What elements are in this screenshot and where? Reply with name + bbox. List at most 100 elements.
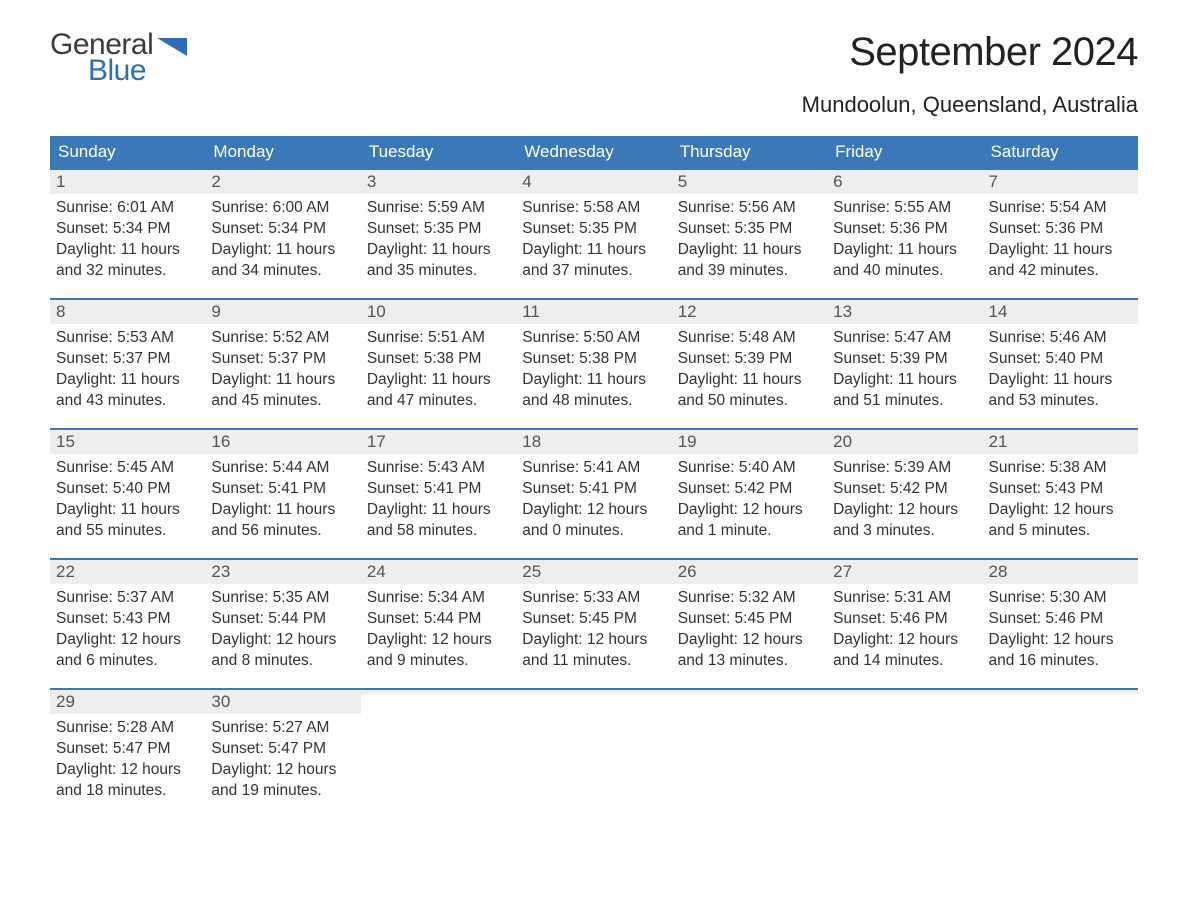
sunset-text: Sunset: 5:43 PM: [56, 609, 199, 630]
calendar-day: 30Sunrise: 5:27 AMSunset: 5:47 PMDayligh…: [205, 690, 360, 818]
calendar-day: 10Sunrise: 5:51 AMSunset: 5:38 PMDayligh…: [361, 300, 516, 428]
calendar-week: 29Sunrise: 5:28 AMSunset: 5:47 PMDayligh…: [50, 688, 1138, 818]
day-number: 28: [983, 560, 1138, 584]
sunrise-text: Sunrise: 5:37 AM: [56, 588, 199, 609]
day-details: Sunrise: 5:53 AMSunset: 5:37 PMDaylight:…: [50, 324, 205, 424]
week-row: 22Sunrise: 5:37 AMSunset: 5:43 PMDayligh…: [50, 558, 1138, 688]
day-number: 2: [205, 170, 360, 194]
day-number: 26: [672, 560, 827, 584]
day-number: 6: [827, 170, 982, 194]
day-number: 8: [50, 300, 205, 324]
sunset-text: Sunset: 5:35 PM: [678, 219, 821, 240]
sunset-text: Sunset: 5:41 PM: [367, 479, 510, 500]
day-number: 5: [672, 170, 827, 194]
sunrise-text: Sunrise: 5:39 AM: [833, 458, 976, 479]
daylight-text: Daylight: 12 hours and 19 minutes.: [211, 760, 354, 802]
day-number: 4: [516, 170, 671, 194]
week-row: 8Sunrise: 5:53 AMSunset: 5:37 PMDaylight…: [50, 298, 1138, 428]
daylight-text: Daylight: 12 hours and 5 minutes.: [989, 500, 1132, 542]
sunset-text: Sunset: 5:45 PM: [522, 609, 665, 630]
sunrise-text: Sunrise: 5:55 AM: [833, 198, 976, 219]
calendar-day: 28 Sunrise: 5:30 AMSunset: 5:46 PMDayligh…: [983, 560, 1138, 688]
day-details: Sunrise: 5:54 AMSunset: 5:36 PMDaylight:…: [983, 194, 1138, 294]
day-number: 29: [50, 690, 205, 714]
calendar-day: 11Sunrise: 5:50 AMSunset: 5:38 PMDayligh…: [516, 300, 671, 428]
sunrise-text: Sunrise: 5:38 AM: [989, 458, 1132, 479]
sunrise-text: Sunrise: 5:48 AM: [678, 328, 821, 349]
weekday-header-row: Sunday Monday Tuesday Wednesday Thursday…: [50, 136, 1138, 168]
calendar-week: 15Sunrise: 5:45 AMSunset: 5:40 PMDayligh…: [50, 428, 1138, 558]
sunrise-text: Sunrise: 5:45 AM: [56, 458, 199, 479]
daylight-text: Daylight: 12 hours and 11 minutes.: [522, 630, 665, 672]
day-number: 10: [361, 300, 516, 324]
weekday-header: Wednesday: [516, 136, 671, 168]
calendar-day: 5Sunrise: 5:56 AMSunset: 5:35 PMDaylight…: [672, 170, 827, 298]
page-title: September 2024: [849, 30, 1138, 75]
day-number: 30: [205, 690, 360, 714]
calendar-day: 7Sunrise: 5:54 AMSunset: 5:36 PMDaylight…: [983, 170, 1138, 298]
daylight-text: Daylight: 11 hours and 45 minutes.: [211, 370, 354, 412]
sunrise-text: Sunrise: 5:44 AM: [211, 458, 354, 479]
day-number: 25: [516, 560, 671, 584]
sunset-text: Sunset: 5:44 PM: [211, 609, 354, 630]
day-details: Sunrise: 5:39 AMSunset: 5:42 PMDaylight:…: [827, 454, 982, 554]
sunset-text: Sunset: 5:39 PM: [678, 349, 821, 370]
calendar-day: 1Sunrise: 6:01 AMSunset: 5:34 PMDaylight…: [50, 170, 205, 298]
day-details: Sunrise: 5:37 AMSunset: 5:43 PMDaylight:…: [50, 584, 205, 684]
sunset-text: Sunset: 5:46 PM: [989, 609, 1132, 630]
daylight-text: Daylight: 11 hours and 34 minutes.: [211, 240, 354, 282]
sunrise-text: Sunrise: 5:34 AM: [367, 588, 510, 609]
calendar-week: 1Sunrise: 6:01 AMSunset: 5:34 PMDaylight…: [50, 168, 1138, 298]
calendar-day: [516, 690, 671, 818]
daylight-text: Daylight: 11 hours and 53 minutes.: [989, 370, 1132, 412]
day-details: Sunrise: 5:59 AMSunset: 5:35 PMDaylight:…: [361, 194, 516, 294]
day-number: 18: [516, 430, 671, 454]
daylight-text: Daylight: 11 hours and 42 minutes.: [989, 240, 1132, 282]
daylight-text: Daylight: 11 hours and 43 minutes.: [56, 370, 199, 412]
day-details: [672, 694, 827, 710]
day-number: 3: [361, 170, 516, 194]
calendar-day: 6 Sunrise: 5:55 AMSunset: 5:36 PMDaylight…: [827, 170, 982, 298]
weekday-header: Monday: [205, 136, 360, 168]
sunrise-text: Sunrise: 5:58 AM: [522, 198, 665, 219]
calendar-day: 9Sunrise: 5:52 AMSunset: 5:37 PMDaylight…: [205, 300, 360, 428]
calendar-day: 16Sunrise: 5:44 AMSunset: 5:41 PMDayligh…: [205, 430, 360, 558]
calendar-day: 21Sunrise: 5:38 AMSunset: 5:43 PMDayligh…: [983, 430, 1138, 558]
daylight-text: Daylight: 11 hours and 37 minutes.: [522, 240, 665, 282]
daylight-text: Daylight: 11 hours and 40 minutes.: [833, 240, 976, 282]
day-details: Sunrise: 5:58 AMSunset: 5:35 PMDaylight:…: [516, 194, 671, 294]
daylight-text: Daylight: 12 hours and 16 minutes.: [989, 630, 1132, 672]
sunrise-text: Sunrise: 5:59 AM: [367, 198, 510, 219]
day-details: Sunrise: 5:56 AMSunset: 5:35 PMDaylight:…: [672, 194, 827, 294]
day-number: 15: [50, 430, 205, 454]
sunset-text: Sunset: 5:46 PM: [833, 609, 976, 630]
calendar-day: [361, 690, 516, 818]
calendar-day: 8Sunrise: 5:53 AMSunset: 5:37 PMDaylight…: [50, 300, 205, 428]
sunset-text: Sunset: 5:35 PM: [367, 219, 510, 240]
sunset-text: Sunset: 5:36 PM: [833, 219, 976, 240]
day-details: [516, 694, 671, 710]
sunset-text: Sunset: 5:37 PM: [211, 349, 354, 370]
daylight-text: Daylight: 11 hours and 39 minutes.: [678, 240, 821, 282]
day-details: Sunrise: 6:00 AMSunset: 5:34 PMDaylight:…: [205, 194, 360, 294]
calendar: Sunday Monday Tuesday Wednesday Thursday…: [50, 136, 1138, 818]
day-number: 24: [361, 560, 516, 584]
daylight-text: Daylight: 11 hours and 50 minutes.: [678, 370, 821, 412]
calendar-day: 29Sunrise: 5:28 AMSunset: 5:47 PMDayligh…: [50, 690, 205, 818]
day-details: Sunrise: 5:47 AMSunset: 5:39 PMDaylight:…: [827, 324, 982, 424]
calendar-day: 25Sunrise: 5:33 AMSunset: 5:45 PMDayligh…: [516, 560, 671, 688]
day-details: Sunrise: 5:32 AMSunset: 5:45 PMDaylight:…: [672, 584, 827, 684]
calendar-day: 22Sunrise: 5:37 AMSunset: 5:43 PMDayligh…: [50, 560, 205, 688]
calendar-day: 20Sunrise: 5:39 AMSunset: 5:42 PMDayligh…: [827, 430, 982, 558]
brand-word-2: Blue: [88, 56, 153, 86]
weekday-header: Saturday: [983, 136, 1138, 168]
day-number: 23: [205, 560, 360, 584]
daylight-text: Daylight: 11 hours and 55 minutes.: [56, 500, 199, 542]
sunrise-text: Sunrise: 5:30 AM: [989, 588, 1132, 609]
sunset-text: Sunset: 5:38 PM: [522, 349, 665, 370]
day-details: Sunrise: 5:46 AMSunset: 5:40 PMDaylight:…: [983, 324, 1138, 424]
calendar-day: 26Sunrise: 5:32 AMSunset: 5:45 PMDayligh…: [672, 560, 827, 688]
sunrise-text: Sunrise: 6:00 AM: [211, 198, 354, 219]
day-number: 11: [516, 300, 671, 324]
day-details: Sunrise: 5:45 AMSunset: 5:40 PMDaylight:…: [50, 454, 205, 554]
